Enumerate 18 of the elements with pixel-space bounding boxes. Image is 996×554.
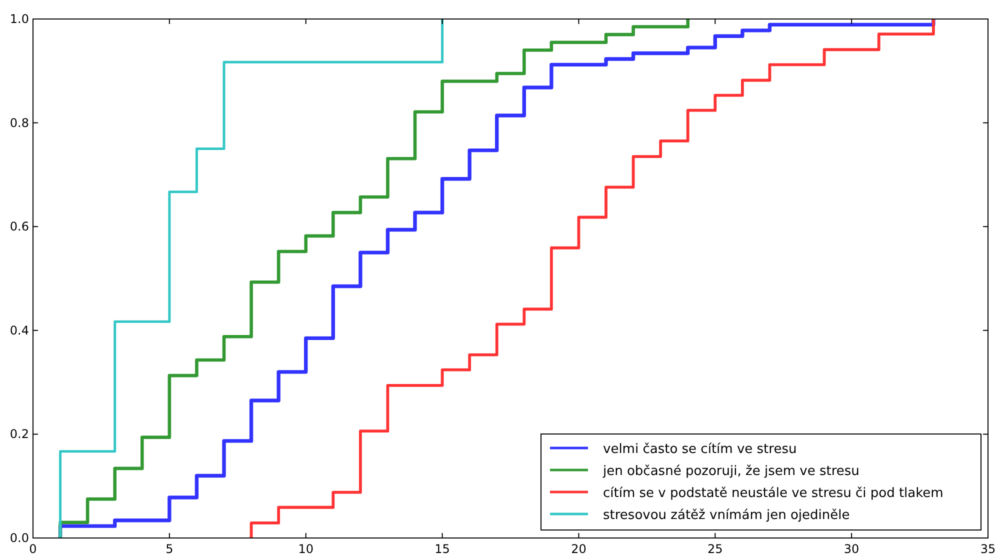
x-tick-label: 35 bbox=[980, 542, 996, 554]
y-tick-label: 0.6 bbox=[10, 220, 29, 234]
y-tick-label: 0.2 bbox=[10, 427, 29, 442]
y-tick-label: 0.8 bbox=[10, 116, 29, 130]
x-tick-label: 20 bbox=[571, 542, 586, 554]
x-tick-label: 30 bbox=[844, 542, 860, 554]
y-tick-label: 1.0 bbox=[10, 12, 29, 26]
x-tick-label: 25 bbox=[708, 542, 723, 554]
x-tick-label: 10 bbox=[298, 542, 314, 554]
legend-label: cítím se v podstatě neustále ve stresu či pod tlakem bbox=[603, 486, 944, 501]
y-tick-label: 0.4 bbox=[10, 323, 29, 338]
x-tick-label: 5 bbox=[166, 542, 174, 554]
x-tick-label: 0 bbox=[29, 542, 37, 554]
legend-label: jen občasné pozoruji, že jsem ve stresu bbox=[602, 464, 860, 479]
y-tick-label: 0.0 bbox=[10, 531, 29, 545]
legend-label: velmi často se cítím ve stresu bbox=[603, 442, 797, 457]
legend-label: stresovou zátěž vnímám jen ojediněle bbox=[603, 508, 850, 523]
x-tick-label: 15 bbox=[434, 542, 450, 554]
